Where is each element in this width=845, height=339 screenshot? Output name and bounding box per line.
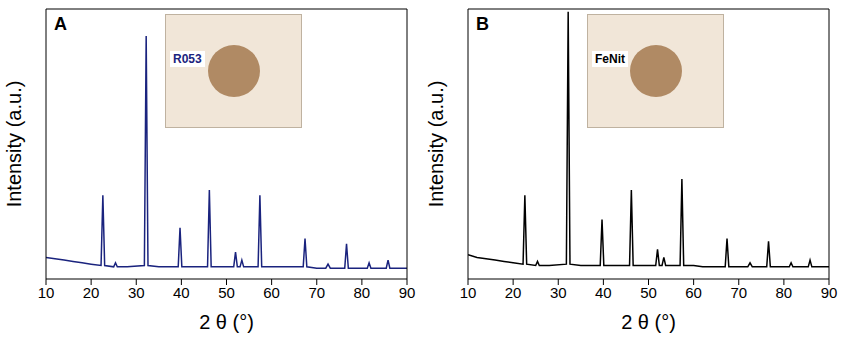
svg-text:30: 30 — [128, 284, 145, 301]
html-text:R053: R053 — [173, 52, 202, 66]
svg-text:60: 60 — [685, 284, 702, 301]
svg-text:50: 50 — [218, 284, 235, 301]
svg-text:10: 10 — [38, 284, 55, 301]
svg-text:80: 80 — [354, 284, 371, 301]
svg-text:90: 90 — [399, 284, 416, 301]
svg-text:40: 40 — [173, 284, 190, 301]
svg-text:50: 50 — [640, 284, 657, 301]
svg-text:40: 40 — [595, 284, 612, 301]
svg-text:2 θ (°): 2 θ (°) — [199, 311, 254, 333]
svg-text:Intensity (a.u.): Intensity (a.u.) — [3, 81, 25, 208]
svg-text:70: 70 — [308, 284, 325, 301]
html-text:B: B — [476, 14, 489, 34]
svg-text:80: 80 — [776, 284, 793, 301]
svg-text:2 θ (°): 2 θ (°) — [621, 311, 676, 333]
svg-text:Intensity (a.u.): Intensity (a.u.) — [425, 81, 447, 208]
svg-text:20: 20 — [83, 284, 100, 301]
svg-text:90: 90 — [821, 284, 838, 301]
svg-text:70: 70 — [730, 284, 747, 301]
svg-text:60: 60 — [263, 284, 280, 301]
svg-text:20: 20 — [505, 284, 522, 301]
svg-text:30: 30 — [550, 284, 567, 301]
svg-text:10: 10 — [460, 284, 477, 301]
html-text:A: A — [54, 14, 67, 34]
html-text:FeNit: FeNit — [595, 52, 625, 66]
